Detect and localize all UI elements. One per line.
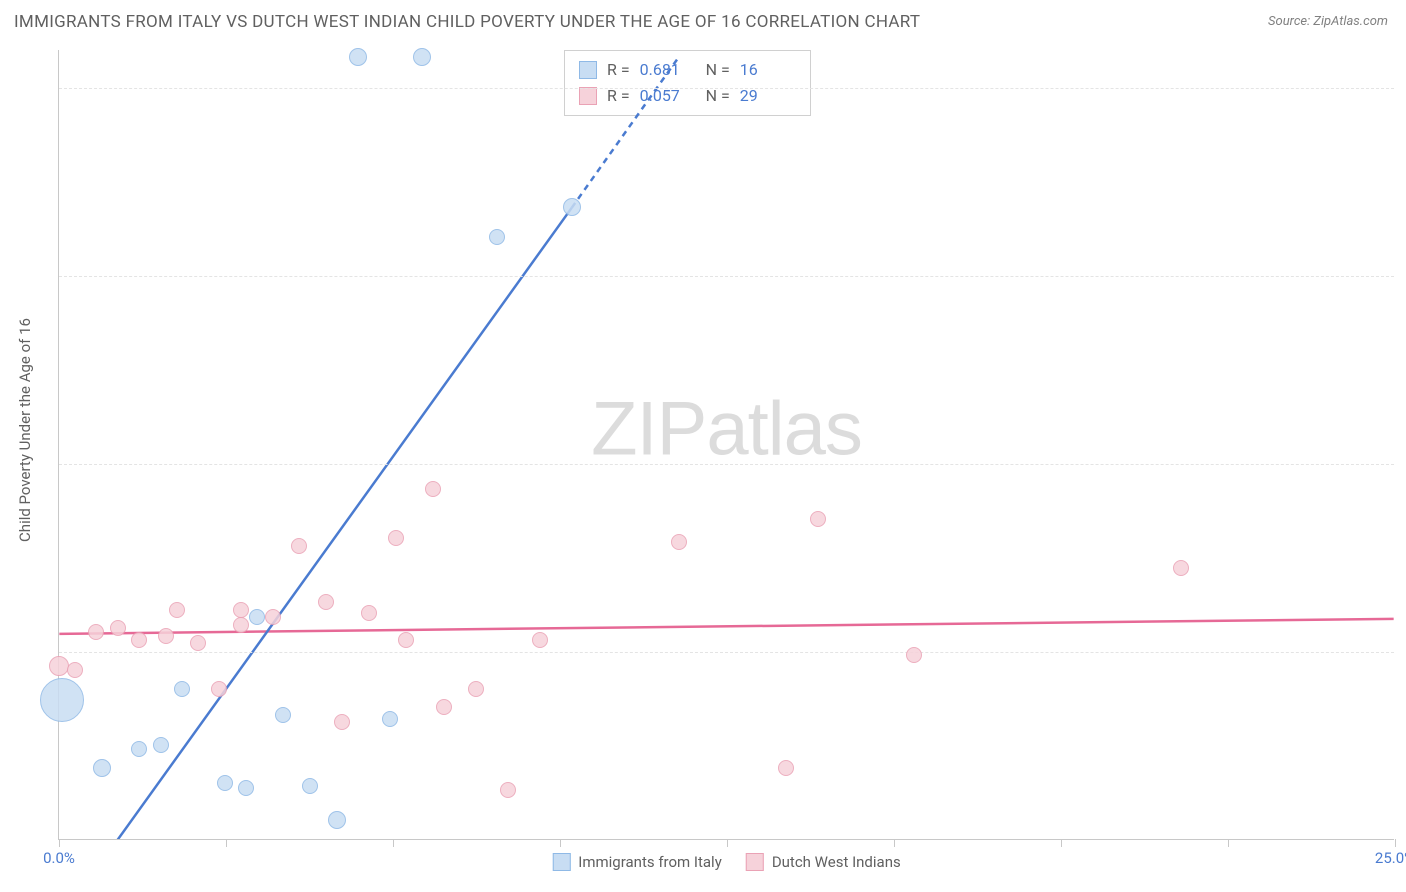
data-point-series-1 bbox=[158, 628, 174, 644]
data-point-series-1 bbox=[318, 594, 334, 610]
chart-plot-area: ZIPatlas R = 0.681 N = 16 R = 0.057 N = … bbox=[58, 50, 1394, 840]
data-point-series-1 bbox=[1173, 560, 1189, 576]
data-point-series-1 bbox=[49, 656, 69, 676]
data-point-series-1 bbox=[233, 617, 249, 633]
x-tick bbox=[1228, 839, 1229, 847]
watermark-text: ZIPatlas bbox=[591, 385, 862, 472]
data-point-series-1 bbox=[500, 782, 516, 798]
data-point-series-1 bbox=[425, 481, 441, 497]
data-point-series-0 bbox=[131, 741, 147, 757]
data-point-series-0 bbox=[153, 737, 169, 753]
data-point-series-1 bbox=[532, 632, 548, 648]
gridline-h bbox=[59, 464, 1394, 465]
data-point-series-0 bbox=[40, 678, 84, 722]
data-point-series-0 bbox=[382, 711, 398, 727]
data-point-series-1 bbox=[265, 609, 281, 625]
x-tick-label: 25.0% bbox=[1375, 849, 1406, 867]
data-point-series-1 bbox=[190, 635, 206, 651]
stats-swatch-1 bbox=[579, 87, 597, 105]
stats-swatch-0 bbox=[579, 61, 597, 79]
legend-swatch-0 bbox=[552, 853, 570, 871]
gridline-h bbox=[59, 88, 1394, 89]
gridline-h bbox=[59, 652, 1394, 653]
legend-label-1: Dutch West Indians bbox=[772, 853, 901, 871]
data-point-series-1 bbox=[334, 714, 350, 730]
data-point-series-0 bbox=[302, 778, 318, 794]
data-point-series-0 bbox=[328, 811, 346, 829]
watermark-atlas: atlas bbox=[706, 386, 862, 471]
data-point-series-0 bbox=[275, 707, 291, 723]
stats-r-value-0: 0.681 bbox=[640, 57, 696, 83]
x-tick bbox=[1395, 839, 1396, 847]
stats-r-label: R = bbox=[607, 57, 630, 83]
data-point-series-1 bbox=[88, 624, 104, 640]
x-tick bbox=[393, 839, 394, 847]
data-point-series-1 bbox=[131, 632, 147, 648]
legend-item-0: Immigrants from Italy bbox=[552, 853, 722, 871]
data-point-series-0 bbox=[174, 681, 190, 697]
stats-n-label: N = bbox=[706, 57, 730, 83]
x-tick bbox=[727, 839, 728, 847]
legend-swatch-1 bbox=[746, 853, 764, 871]
data-point-series-1 bbox=[291, 538, 307, 554]
data-point-series-1 bbox=[211, 681, 227, 697]
data-point-series-1 bbox=[398, 632, 414, 648]
legend-item-1: Dutch West Indians bbox=[746, 853, 901, 871]
data-point-series-0 bbox=[413, 48, 431, 66]
data-point-series-1 bbox=[810, 511, 826, 527]
data-point-series-0 bbox=[563, 198, 581, 216]
data-point-series-1 bbox=[361, 605, 377, 621]
x-tick bbox=[59, 839, 60, 847]
chart-legend: Immigrants from Italy Dutch West Indians bbox=[552, 853, 900, 871]
data-point-series-1 bbox=[906, 647, 922, 663]
data-point-series-1 bbox=[778, 760, 794, 776]
source-attribution: Source: ZipAtlas.com bbox=[1268, 14, 1388, 29]
data-point-series-1 bbox=[388, 530, 404, 546]
stats-row-series-0: R = 0.681 N = 16 bbox=[579, 57, 796, 83]
data-point-series-0 bbox=[349, 48, 367, 66]
data-point-series-0 bbox=[217, 775, 233, 791]
data-point-series-0 bbox=[489, 229, 505, 245]
data-point-series-0 bbox=[93, 759, 111, 777]
stats-n-value-0: 16 bbox=[740, 57, 796, 83]
x-tick bbox=[894, 839, 895, 847]
x-tick bbox=[226, 839, 227, 847]
x-tick-label: 0.0% bbox=[43, 849, 75, 867]
legend-label-0: Immigrants from Italy bbox=[578, 853, 722, 871]
correlation-stats-box: R = 0.681 N = 16 R = 0.057 N = 29 bbox=[564, 50, 811, 116]
data-point-series-0 bbox=[238, 780, 254, 796]
y-axis-label: Child Poverty Under the Age of 16 bbox=[16, 318, 34, 542]
data-point-series-1 bbox=[468, 681, 484, 697]
data-point-series-1 bbox=[67, 662, 83, 678]
chart-title: IMMIGRANTS FROM ITALY VS DUTCH WEST INDI… bbox=[14, 12, 920, 32]
data-point-series-1 bbox=[671, 534, 687, 550]
x-tick bbox=[560, 839, 561, 847]
x-tick bbox=[1061, 839, 1062, 847]
data-point-series-1 bbox=[436, 699, 452, 715]
data-point-series-1 bbox=[110, 620, 126, 636]
data-point-series-1 bbox=[233, 602, 249, 618]
data-point-series-1 bbox=[169, 602, 185, 618]
data-point-series-0 bbox=[249, 609, 265, 625]
trend-lines-svg bbox=[59, 50, 1394, 839]
watermark-zip: ZIP bbox=[591, 386, 706, 471]
gridline-h bbox=[59, 276, 1394, 277]
